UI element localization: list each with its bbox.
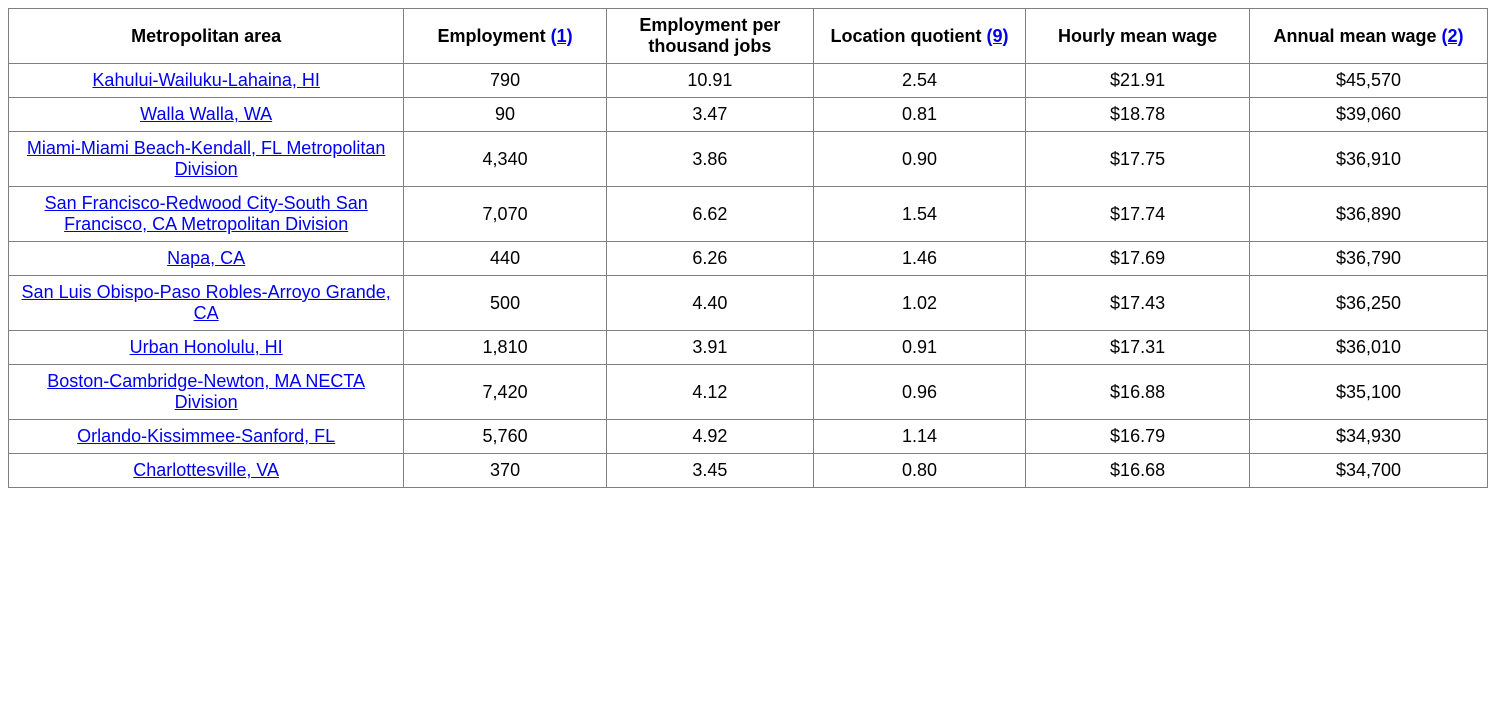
cell-area: San Francisco-Redwood City-South San Fra… xyxy=(9,187,404,242)
cell-annual-wage: $34,700 xyxy=(1249,454,1487,488)
cell-hourly-wage: $16.68 xyxy=(1026,454,1250,488)
cell-employment: 500 xyxy=(404,276,607,331)
cell-area: Charlottesville, VA xyxy=(9,454,404,488)
cell-location-quotient: 0.91 xyxy=(813,331,1025,365)
col-header-label: Employment xyxy=(438,26,551,46)
footnote-link-2[interactable]: (2) xyxy=(1442,26,1464,46)
table-row: Boston-Cambridge-Newton, MA NECTA Divisi… xyxy=(9,365,1488,420)
footnote-link-1[interactable]: (1) xyxy=(551,26,573,46)
table-row: San Francisco-Redwood City-South San Fra… xyxy=(9,187,1488,242)
col-header-hourly-wage: Hourly mean wage xyxy=(1026,9,1250,64)
cell-hourly-wage: $17.31 xyxy=(1026,331,1250,365)
table-row: Walla Walla, WA 903.470.81$18.78$39,060 xyxy=(9,98,1488,132)
cell-employment: 4,340 xyxy=(404,132,607,187)
area-link[interactable]: Orlando-Kissimmee-Sanford, FL xyxy=(77,426,335,446)
col-header-label: Location quotient xyxy=(831,26,987,46)
area-link[interactable]: Miami-Miami Beach-Kendall, FL Metropolit… xyxy=(27,138,385,179)
cell-annual-wage: $36,790 xyxy=(1249,242,1487,276)
cell-employment: 440 xyxy=(404,242,607,276)
cell-per-thousand: 3.45 xyxy=(606,454,813,488)
cell-location-quotient: 2.54 xyxy=(813,64,1025,98)
cell-annual-wage: $36,910 xyxy=(1249,132,1487,187)
cell-annual-wage: $36,250 xyxy=(1249,276,1487,331)
cell-employment: 7,420 xyxy=(404,365,607,420)
employment-table: Metropolitan area Employment (1) Employm… xyxy=(8,8,1488,488)
cell-employment: 790 xyxy=(404,64,607,98)
cell-location-quotient: 0.81 xyxy=(813,98,1025,132)
table-row: San Luis Obispo-Paso Robles-Arroyo Grand… xyxy=(9,276,1488,331)
col-header-label: Employment per thousand jobs xyxy=(639,15,780,56)
cell-per-thousand: 6.62 xyxy=(606,187,813,242)
cell-per-thousand: 3.91 xyxy=(606,331,813,365)
cell-annual-wage: $36,890 xyxy=(1249,187,1487,242)
cell-area: Kahului-Wailuku-Lahaina, HI xyxy=(9,64,404,98)
cell-annual-wage: $35,100 xyxy=(1249,365,1487,420)
cell-employment: 5,760 xyxy=(404,420,607,454)
cell-per-thousand: 4.92 xyxy=(606,420,813,454)
cell-area: Urban Honolulu, HI xyxy=(9,331,404,365)
cell-per-thousand: 6.26 xyxy=(606,242,813,276)
cell-area: Miami-Miami Beach-Kendall, FL Metropolit… xyxy=(9,132,404,187)
cell-area: Walla Walla, WA xyxy=(9,98,404,132)
cell-area: Napa, CA xyxy=(9,242,404,276)
cell-hourly-wage: $16.79 xyxy=(1026,420,1250,454)
cell-annual-wage: $45,570 xyxy=(1249,64,1487,98)
table-row: Napa, CA 4406.261.46$17.69$36,790 xyxy=(9,242,1488,276)
cell-per-thousand: 3.86 xyxy=(606,132,813,187)
cell-per-thousand: 4.12 xyxy=(606,365,813,420)
area-link[interactable]: Kahului-Wailuku-Lahaina, HI xyxy=(92,70,319,90)
cell-per-thousand: 4.40 xyxy=(606,276,813,331)
cell-hourly-wage: $16.88 xyxy=(1026,365,1250,420)
col-header-location-quotient: Location quotient (9) xyxy=(813,9,1025,64)
cell-per-thousand: 3.47 xyxy=(606,98,813,132)
col-header-label: Metropolitan area xyxy=(131,26,281,46)
cell-location-quotient: 1.54 xyxy=(813,187,1025,242)
col-header-label: Hourly mean wage xyxy=(1058,26,1217,46)
area-link[interactable]: Urban Honolulu, HI xyxy=(130,337,283,357)
cell-annual-wage: $39,060 xyxy=(1249,98,1487,132)
table-body: Kahului-Wailuku-Lahaina, HI79010.912.54$… xyxy=(9,64,1488,488)
cell-hourly-wage: $17.75 xyxy=(1026,132,1250,187)
col-header-area: Metropolitan area xyxy=(9,9,404,64)
cell-area: San Luis Obispo-Paso Robles-Arroyo Grand… xyxy=(9,276,404,331)
cell-per-thousand: 10.91 xyxy=(606,64,813,98)
cell-annual-wage: $36,010 xyxy=(1249,331,1487,365)
area-link[interactable]: Charlottesville, VA xyxy=(133,460,279,480)
cell-location-quotient: 1.46 xyxy=(813,242,1025,276)
cell-employment: 370 xyxy=(404,454,607,488)
cell-annual-wage: $34,930 xyxy=(1249,420,1487,454)
cell-location-quotient: 0.80 xyxy=(813,454,1025,488)
table-header-row: Metropolitan area Employment (1) Employm… xyxy=(9,9,1488,64)
cell-hourly-wage: $21.91 xyxy=(1026,64,1250,98)
table-row: Kahului-Wailuku-Lahaina, HI79010.912.54$… xyxy=(9,64,1488,98)
col-header-annual-wage: Annual mean wage (2) xyxy=(1249,9,1487,64)
col-header-per-thousand: Employment per thousand jobs xyxy=(606,9,813,64)
col-header-label: Annual mean wage xyxy=(1273,26,1441,46)
table-row: Urban Honolulu, HI 1,8103.910.91$17.31$36… xyxy=(9,331,1488,365)
table-row: Charlottesville, VA 3703.450.80$16.68$34,… xyxy=(9,454,1488,488)
area-link[interactable]: San Francisco-Redwood City-South San Fra… xyxy=(45,193,368,234)
cell-area: Orlando-Kissimmee-Sanford, FL xyxy=(9,420,404,454)
cell-hourly-wage: $17.74 xyxy=(1026,187,1250,242)
col-header-employment: Employment (1) xyxy=(404,9,607,64)
cell-hourly-wage: $18.78 xyxy=(1026,98,1250,132)
cell-area: Boston-Cambridge-Newton, MA NECTA Divisi… xyxy=(9,365,404,420)
area-link[interactable]: San Luis Obispo-Paso Robles-Arroyo Grand… xyxy=(22,282,391,323)
area-link[interactable]: Boston-Cambridge-Newton, MA NECTA Divisi… xyxy=(47,371,365,412)
cell-hourly-wage: $17.43 xyxy=(1026,276,1250,331)
footnote-link-9[interactable]: (9) xyxy=(987,26,1009,46)
area-link[interactable]: Walla Walla, WA xyxy=(140,104,272,124)
table-row: Miami-Miami Beach-Kendall, FL Metropolit… xyxy=(9,132,1488,187)
cell-employment: 90 xyxy=(404,98,607,132)
cell-employment: 7,070 xyxy=(404,187,607,242)
table-row: Orlando-Kissimmee-Sanford, FL 5,7604.921.… xyxy=(9,420,1488,454)
cell-location-quotient: 1.02 xyxy=(813,276,1025,331)
area-link[interactable]: Napa, CA xyxy=(167,248,245,268)
cell-employment: 1,810 xyxy=(404,331,607,365)
cell-hourly-wage: $17.69 xyxy=(1026,242,1250,276)
cell-location-quotient: 1.14 xyxy=(813,420,1025,454)
cell-location-quotient: 0.90 xyxy=(813,132,1025,187)
cell-location-quotient: 0.96 xyxy=(813,365,1025,420)
